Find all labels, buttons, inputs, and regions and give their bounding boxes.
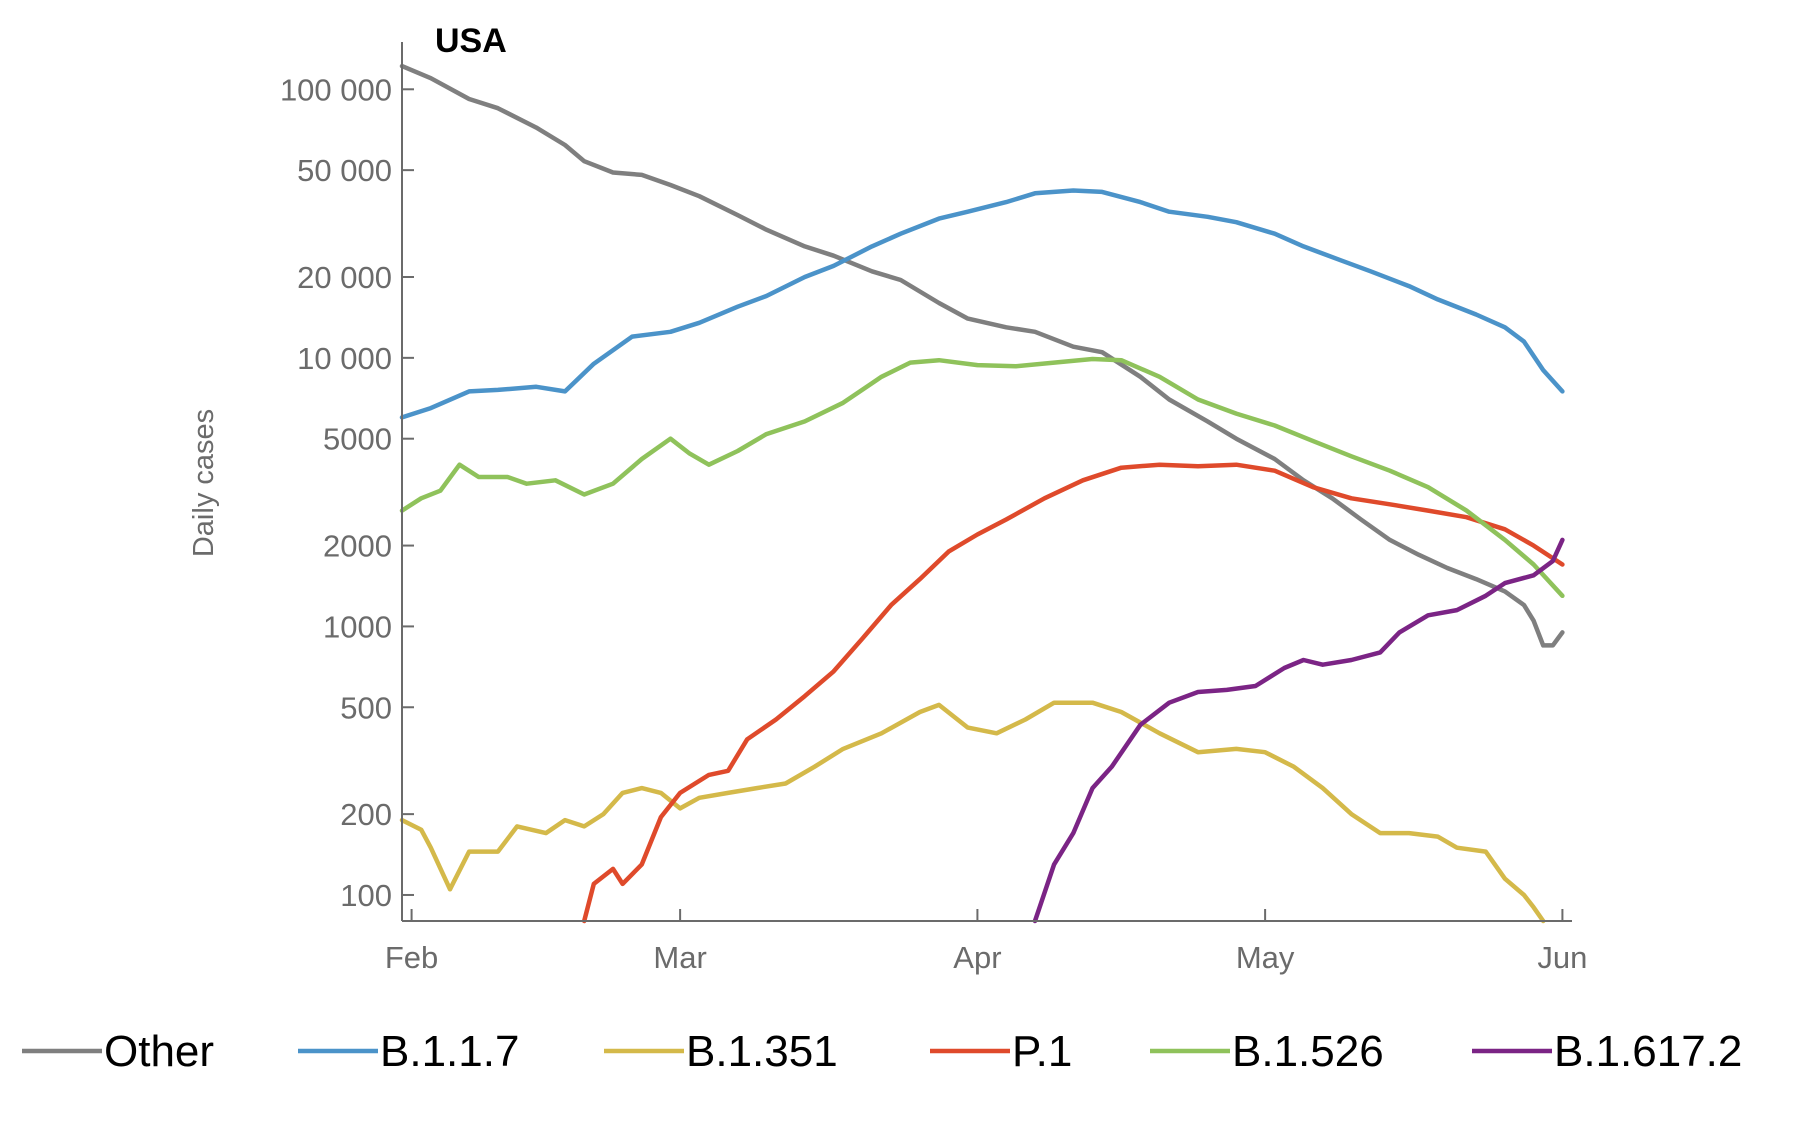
series-line-b-1-351 bbox=[399, 700, 1546, 924]
legend-label: P.1 bbox=[1012, 1027, 1072, 1076]
legend-item-other: Other bbox=[22, 1027, 214, 1076]
legend-item-b-1-526: B.1.526 bbox=[1150, 1027, 1384, 1076]
y-axis-title: Daily cases bbox=[188, 409, 220, 557]
y-tick-label: 200 bbox=[340, 797, 392, 832]
x-tick-label: Jun bbox=[1537, 940, 1587, 975]
series-line-b-1-617-2 bbox=[1032, 537, 1565, 924]
legend-label: B.1.526 bbox=[1232, 1027, 1384, 1076]
legend-item-b-1-617-2: B.1.617.2 bbox=[1472, 1027, 1742, 1076]
x-tick-label: Mar bbox=[653, 940, 706, 975]
y-tick-label: 20 000 bbox=[297, 260, 392, 295]
y-tick-label: 50 000 bbox=[297, 153, 392, 188]
plot-area: 100 200 500 1000 2000 5000 10 000 20 000 50 000 1… bbox=[280, 42, 1587, 975]
y-tick-label: 100 bbox=[340, 878, 392, 913]
series-layer bbox=[399, 63, 1565, 924]
legend-item-p-1: P.1 bbox=[930, 1027, 1072, 1076]
y-tick-label: 500 bbox=[340, 690, 392, 725]
x-tick-label: Feb bbox=[385, 940, 438, 975]
x-tick-label: Apr bbox=[953, 940, 1001, 975]
y-tick-label: 10 000 bbox=[297, 341, 392, 376]
series-line-b-1-1-7 bbox=[399, 188, 1565, 420]
series-line-p-1 bbox=[581, 462, 1565, 924]
series-line-other bbox=[399, 63, 1565, 648]
y-tick-label: 5000 bbox=[323, 422, 392, 457]
legend-label: B.1.1.7 bbox=[380, 1027, 519, 1076]
y-axis-ticks: 100 200 500 1000 2000 5000 10 000 20 000 50 000 1… bbox=[280, 72, 414, 913]
y-tick-label: 2000 bbox=[323, 529, 392, 564]
y-tick-label: 100 000 bbox=[280, 72, 392, 107]
legend-item-b-1-351: B.1.351 bbox=[604, 1027, 838, 1076]
legend-label: B.1.617.2 bbox=[1554, 1027, 1742, 1076]
y-tick-label: 1000 bbox=[323, 609, 392, 644]
legend: Other B.1.1.7 B.1.351 P.1 B.1.526 B.1.617.2 bbox=[22, 1027, 1742, 1076]
x-tick-label: May bbox=[1236, 940, 1295, 975]
legend-item-b-1-1-7: B.1.1.7 bbox=[298, 1027, 519, 1076]
legend-label: Other bbox=[104, 1027, 214, 1076]
series-line-b-1-526 bbox=[399, 356, 1565, 599]
legend-label: B.1.351 bbox=[686, 1027, 838, 1076]
x-axis-ticks: Feb Mar Apr May Jun bbox=[385, 909, 1587, 975]
chart-title: USA bbox=[435, 22, 507, 60]
